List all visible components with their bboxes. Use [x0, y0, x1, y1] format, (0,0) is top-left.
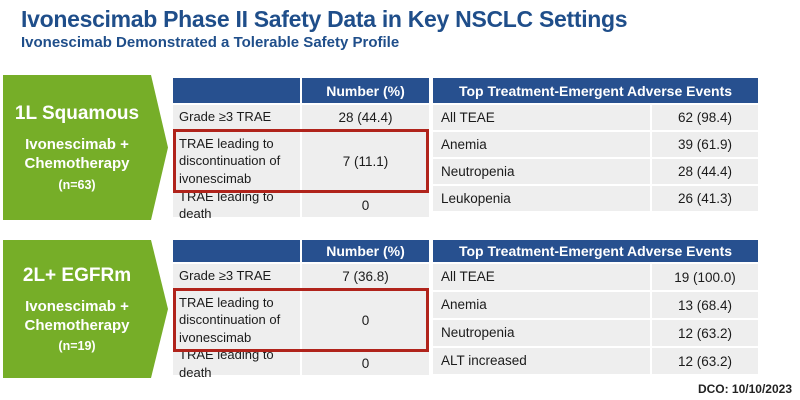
row-value: 28 (44.4): [302, 105, 429, 129]
row-label: TRAE leading to death: [173, 347, 300, 380]
row-value: 39 (61.9): [652, 132, 758, 157]
table-row: All TEAE 19 (100.0): [433, 264, 758, 290]
cohort-name: 1L Squamous: [14, 103, 140, 125]
table-row: Neutropenia 12 (63.2): [433, 320, 758, 346]
row-label: Neutropenia: [433, 159, 650, 184]
teae-header-cell: Top Treatment-Emergent Adverse Events: [433, 78, 758, 103]
table-row: All TEAE 62 (98.4): [433, 105, 758, 130]
row-value: 12 (63.2): [652, 348, 758, 374]
row-value: 0: [302, 352, 429, 375]
row-label: TRAE leading to discontinuation of ivone…: [173, 131, 300, 191]
row-value: 0: [302, 193, 429, 217]
cohort-regimen-line2: Chemotherapy: [24, 316, 130, 334]
trae-table-1l: Number (%) Grade ≥3 TRAE 28 (44.4) TRAE …: [173, 78, 429, 221]
row-label: Anemia: [433, 292, 650, 318]
cohort-regimen-line2: Chemotherapy: [24, 155, 130, 172]
row-value: 12 (63.2): [652, 320, 758, 346]
cohort-arrow-1l-squamous: 1L Squamous Ivonescimab + Chemotherapy (…: [3, 75, 168, 220]
cohort-regimen-line1: Ivonescimab +: [25, 136, 129, 154]
teae-table-header-row: Top Treatment-Emergent Adverse Events: [433, 78, 758, 103]
cohort-arrow-2l-egfrm: 2L+ EGFRm Ivonescimab + Chemotherapy (n=…: [3, 240, 168, 378]
trae-header-number-cell: Number (%): [302, 240, 429, 262]
table-row: Anemia 13 (68.4): [433, 292, 758, 318]
row-label: TRAE leading to death: [173, 189, 300, 221]
row-label: All TEAE: [433, 105, 650, 130]
data-cutoff-label: DCO: 10/10/2023: [697, 382, 792, 396]
cohort-regimen-line1: Ivonescimab +: [25, 297, 129, 315]
trae-header-empty-cell: [173, 78, 300, 103]
row-value: 28 (44.4): [652, 159, 758, 184]
row-label: All TEAE: [433, 264, 650, 290]
table-row: TRAE leading to death 0: [173, 189, 429, 221]
trae-table-2l: Number (%) Grade ≥3 TRAE 7 (36.8) TRAE l…: [173, 240, 429, 380]
trae-header-number-cell: Number (%): [302, 78, 429, 103]
row-value: 19 (100.0): [652, 264, 758, 290]
page-title: Ivonescimab Phase II Safety Data in Key …: [21, 6, 628, 32]
row-value: 62 (98.4): [652, 105, 758, 130]
trae-header-empty-cell: [173, 240, 300, 262]
row-label: ALT increased: [433, 348, 650, 374]
row-label: Grade ≥3 TRAE: [173, 264, 300, 288]
row-value: 7 (11.1): [302, 131, 429, 191]
table-row: Neutropenia 28 (44.4): [433, 159, 758, 184]
table-row: Grade ≥3 TRAE 28 (44.4): [173, 105, 429, 129]
table-row: Anemia 39 (61.9): [433, 132, 758, 157]
cohort-n: (n=63): [58, 177, 96, 192]
row-value: 7 (36.8): [302, 264, 429, 288]
row-label: TRAE leading to discontinuation of ivone…: [173, 290, 300, 350]
teae-table-header-row: Top Treatment-Emergent Adverse Events: [433, 240, 758, 262]
table-row-highlighted: TRAE leading to discontinuation of ivone…: [173, 129, 429, 193]
table-row: TRAE leading to death 0: [173, 347, 429, 380]
teae-table-2l: Top Treatment-Emergent Adverse Events Al…: [433, 240, 758, 374]
cohort-n: (n=19): [58, 339, 96, 354]
trae-table-header-row: Number (%): [173, 78, 429, 103]
row-value: 13 (68.4): [652, 292, 758, 318]
table-row: Leukopenia 26 (41.3): [433, 186, 758, 211]
teae-header-cell: Top Treatment-Emergent Adverse Events: [433, 240, 758, 262]
table-row: Grade ≥3 TRAE 7 (36.8): [173, 264, 429, 288]
row-value: 0: [302, 290, 429, 350]
row-label: Grade ≥3 TRAE: [173, 105, 300, 129]
trae-table-header-row: Number (%): [173, 240, 429, 262]
row-label: Anemia: [433, 132, 650, 157]
page-subtitle: Ivonescimab Demonstrated a Tolerable Saf…: [21, 34, 400, 51]
table-row-highlighted: TRAE leading to discontinuation of ivone…: [173, 288, 429, 352]
teae-table-1l: Top Treatment-Emergent Adverse Events Al…: [433, 78, 758, 211]
table-row: ALT increased 12 (63.2): [433, 348, 758, 374]
row-value: 26 (41.3): [652, 186, 758, 211]
row-label: Neutropenia: [433, 320, 650, 346]
cohort-name: 2L+ EGFRm: [22, 264, 132, 286]
row-label: Leukopenia: [433, 186, 650, 211]
